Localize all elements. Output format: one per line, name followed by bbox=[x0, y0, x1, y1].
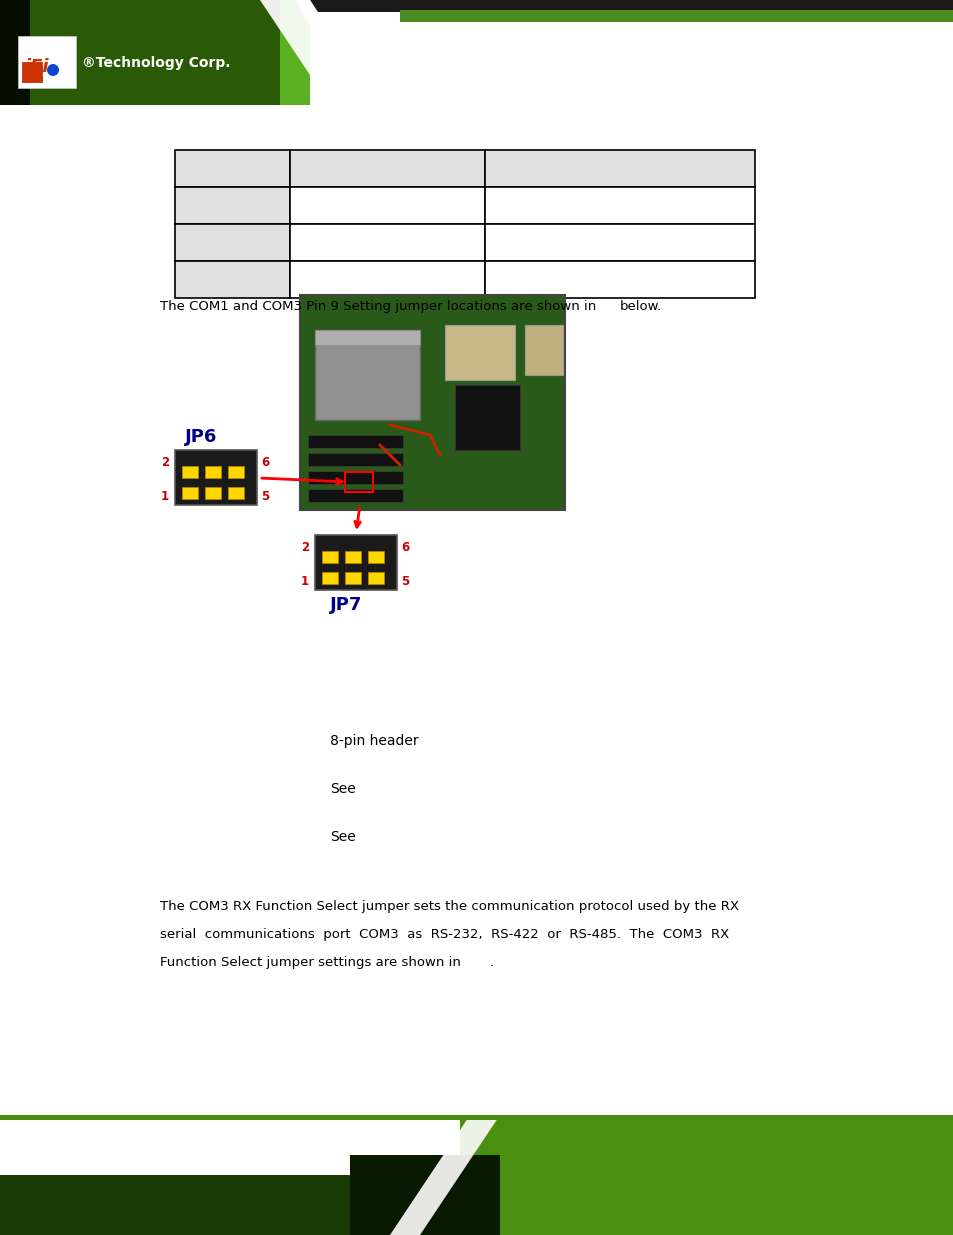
Bar bbox=[310, 0, 953, 105]
Bar bbox=[484, 186, 754, 224]
Text: serial  communications  port  COM3  as  RS-232,  RS-422  or  RS-485.  The  COM3 : serial communications port COM3 as RS-23… bbox=[160, 927, 728, 941]
Text: 1: 1 bbox=[301, 576, 309, 588]
Bar bbox=[0, 1115, 953, 1120]
Text: ®Technology Corp.: ®Technology Corp. bbox=[82, 56, 231, 70]
Bar bbox=[18, 36, 76, 88]
Bar bbox=[205, 487, 221, 499]
Bar bbox=[0, 0, 430, 105]
Polygon shape bbox=[0, 1115, 399, 1174]
Bar bbox=[228, 466, 244, 478]
Polygon shape bbox=[390, 1115, 499, 1235]
Bar bbox=[308, 435, 402, 448]
Bar bbox=[399, 10, 953, 22]
Bar bbox=[228, 487, 244, 499]
Bar bbox=[345, 572, 360, 584]
Text: 1: 1 bbox=[161, 490, 169, 503]
Bar bbox=[0, 1115, 953, 1155]
Bar bbox=[308, 489, 402, 501]
Bar bbox=[290, 149, 484, 186]
Bar bbox=[368, 572, 384, 584]
Circle shape bbox=[47, 64, 59, 77]
Text: The COM1 and COM3 Pin 9 Setting jumper locations are shown in: The COM1 and COM3 Pin 9 Setting jumper l… bbox=[160, 300, 596, 312]
Bar bbox=[308, 453, 402, 466]
Text: iEi: iEi bbox=[24, 58, 49, 77]
Text: 6: 6 bbox=[261, 456, 269, 469]
Text: 2: 2 bbox=[301, 541, 309, 555]
Text: See: See bbox=[330, 782, 355, 797]
Bar bbox=[322, 572, 337, 584]
Text: 6: 6 bbox=[400, 541, 409, 555]
Bar bbox=[174, 186, 290, 224]
Bar bbox=[314, 330, 419, 420]
Bar bbox=[0, 0, 280, 105]
Text: See: See bbox=[330, 830, 355, 844]
Bar bbox=[299, 295, 564, 510]
Bar bbox=[524, 325, 562, 375]
Polygon shape bbox=[294, 0, 370, 105]
Text: The COM3 RX Function Select jumper sets the communication protocol used by the R: The COM3 RX Function Select jumper sets … bbox=[160, 900, 739, 913]
Text: below.: below. bbox=[619, 300, 661, 312]
Bar bbox=[182, 466, 198, 478]
Bar bbox=[484, 261, 754, 298]
Text: .: . bbox=[490, 956, 494, 969]
Bar bbox=[484, 224, 754, 261]
Bar bbox=[0, 1115, 953, 1174]
Bar bbox=[182, 487, 198, 499]
Bar bbox=[174, 149, 290, 186]
Bar bbox=[0, 1115, 953, 1235]
Bar bbox=[290, 224, 484, 261]
Text: 8-pin header: 8-pin header bbox=[330, 734, 418, 748]
Bar bbox=[350, 1155, 499, 1235]
Bar bbox=[174, 224, 290, 261]
Bar bbox=[484, 149, 754, 186]
Text: Function Select jumper settings are shown in: Function Select jumper settings are show… bbox=[160, 956, 460, 969]
Bar bbox=[310, 0, 953, 12]
Bar bbox=[290, 186, 484, 224]
Bar bbox=[174, 261, 290, 298]
Text: JP6: JP6 bbox=[185, 429, 217, 446]
Bar bbox=[345, 551, 360, 563]
Bar bbox=[174, 450, 256, 505]
Bar bbox=[455, 385, 519, 450]
Text: 5: 5 bbox=[261, 490, 269, 503]
Text: JP7: JP7 bbox=[330, 597, 362, 614]
Polygon shape bbox=[260, 0, 379, 105]
Bar bbox=[459, 1115, 953, 1235]
Bar bbox=[22, 62, 42, 82]
Bar bbox=[0, 0, 30, 105]
Bar bbox=[314, 330, 419, 345]
Text: 2: 2 bbox=[161, 456, 169, 469]
Bar bbox=[322, 551, 337, 563]
Bar bbox=[345, 472, 373, 492]
Text: 5: 5 bbox=[400, 576, 409, 588]
Bar bbox=[205, 466, 221, 478]
Bar bbox=[308, 471, 402, 484]
Bar bbox=[368, 551, 384, 563]
Bar bbox=[444, 325, 515, 380]
Bar bbox=[314, 535, 396, 590]
Bar bbox=[290, 261, 484, 298]
Bar bbox=[0, 0, 953, 7]
